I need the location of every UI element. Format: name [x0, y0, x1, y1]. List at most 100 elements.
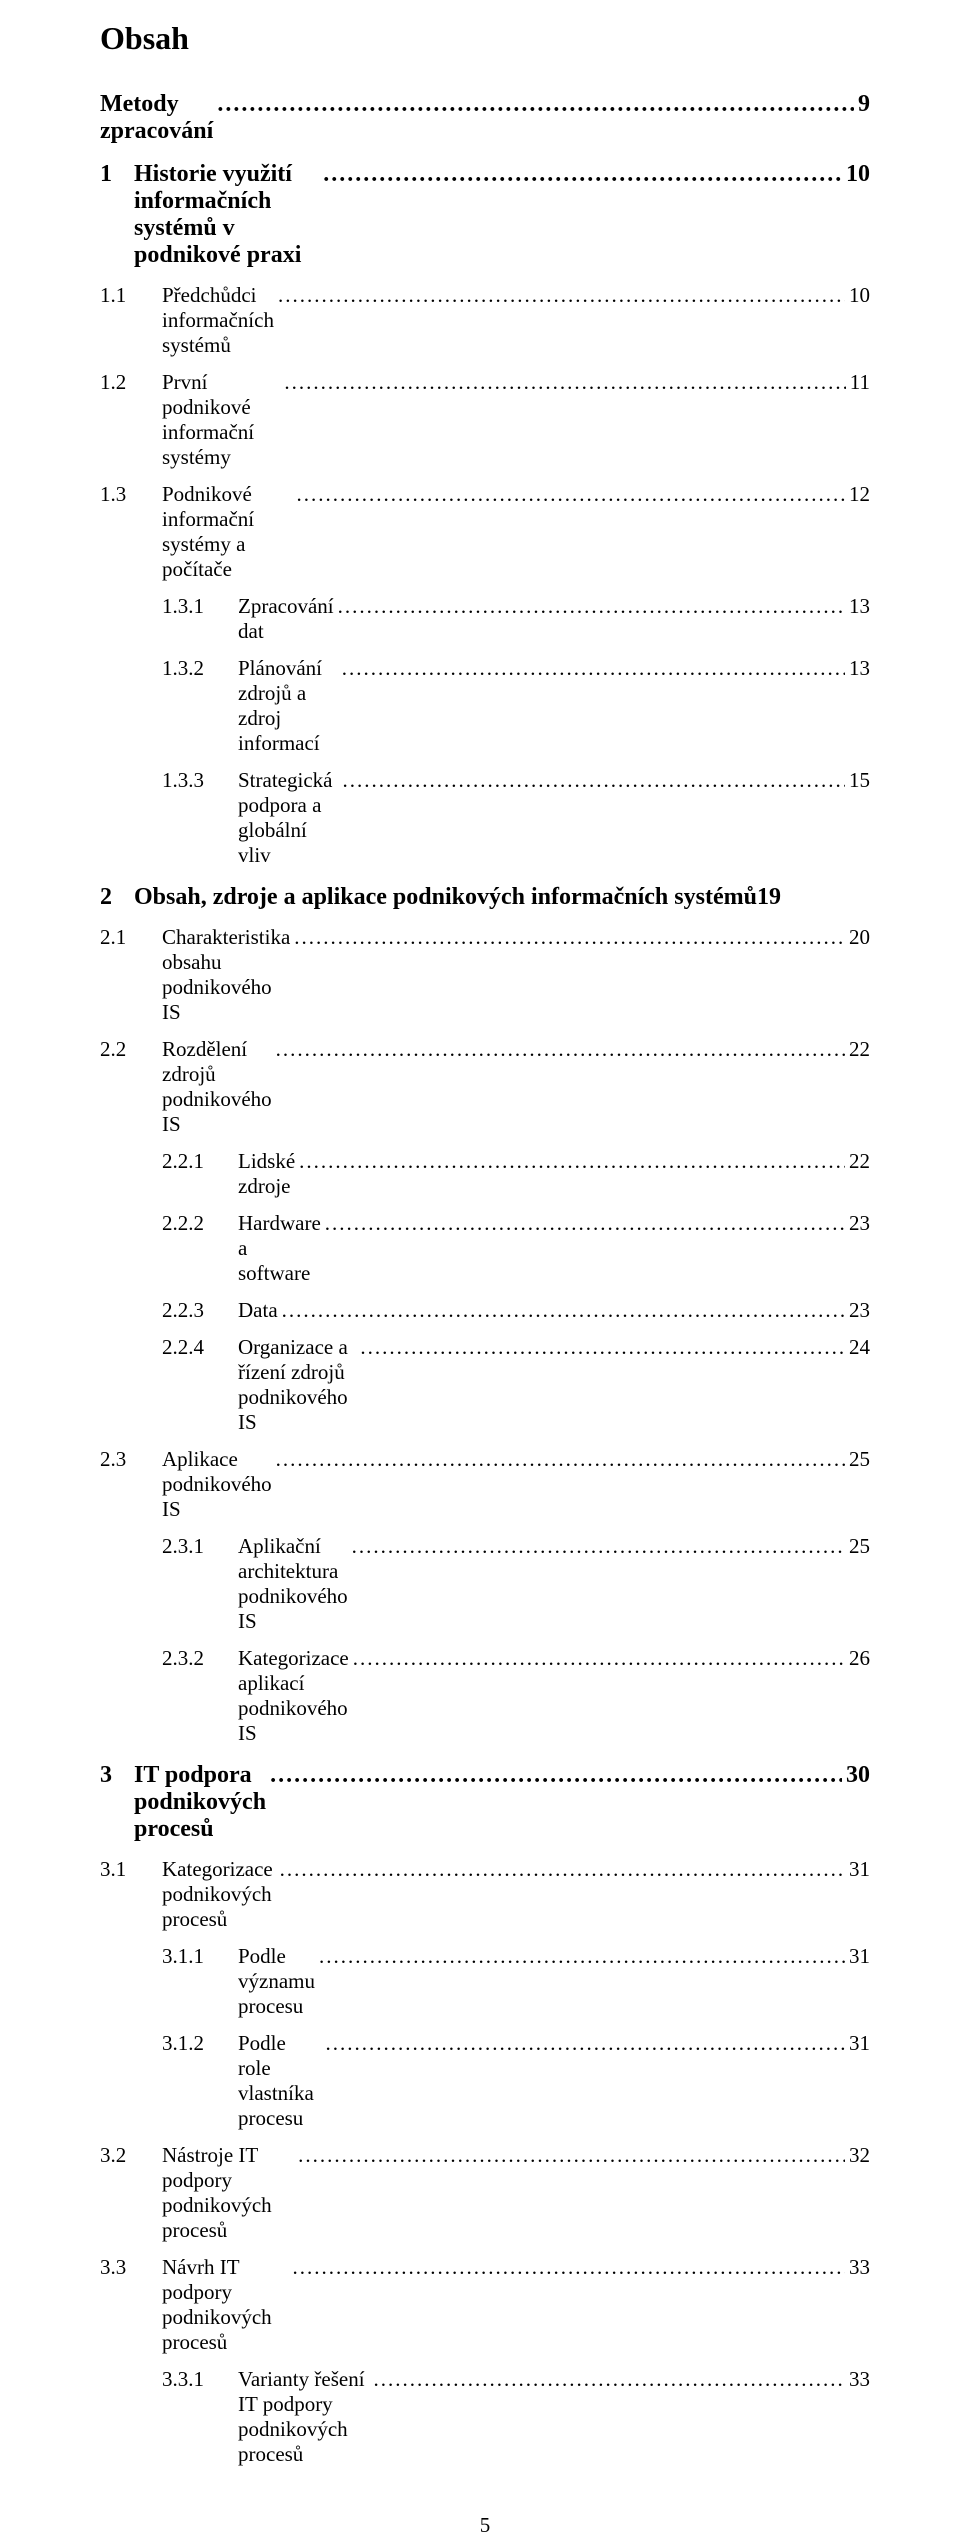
toc-entry: 2.3.2Kategorizace aplikací podnikového I… [162, 1646, 870, 1746]
toc-entry-number: 2.3.2 [162, 1646, 238, 1671]
toc-entry-page: 23 [845, 1298, 870, 1323]
toc-entry-leaders [349, 1646, 845, 1671]
toc-entry: 3.1Kategorizace podnikových procesů31 [100, 1857, 870, 1932]
toc-entry-page: 20 [845, 925, 870, 950]
toc-entry-title: Varianty řešení IT podpory podnikových p… [238, 2367, 370, 2467]
toc-entry-leaders [315, 1944, 845, 1969]
toc-entry-title: Obsah, zdroje a aplikace podnikových inf… [134, 884, 757, 911]
toc-entry-title: Podle role vlastníka procesu [238, 2031, 322, 2131]
toc-entry-page: 11 [846, 370, 870, 395]
toc-entry-page: 33 [845, 2367, 870, 2392]
toc-entry: 2Obsah, zdroje a aplikace podnikových in… [100, 884, 870, 911]
toc-entry-title: Plánování zdrojů a zdroj informací [238, 656, 338, 756]
toc-entry: 1.1Předchůdci informačních systémů10 [100, 283, 870, 358]
toc-entry: 3.1.1Podle významu procesu 31 [162, 1944, 870, 2019]
toc-entry-leaders [290, 925, 845, 950]
toc-entry: 1.3.3Strategická podpora a globální vliv… [162, 768, 870, 868]
toc-entry-leaders [370, 2367, 846, 2392]
toc-entry-page: 22 [845, 1037, 870, 1062]
toc-entry-number: 3 [100, 1762, 134, 1789]
toc-entry-leaders [293, 482, 845, 507]
toc-entry-title: Aplikační architektura podnikového IS [238, 1534, 348, 1634]
toc-entry-title: Data [238, 1298, 278, 1323]
table-of-contents: Metody zpracování9 1Historie využití info… [100, 91, 870, 2467]
toc-entry-title: Kategorizace aplikací podnikového IS [238, 1646, 349, 1746]
toc-entry-page: 13 [845, 594, 870, 619]
toc-entry-leaders [356, 1335, 845, 1360]
toc-entry-leaders [321, 1211, 845, 1236]
toc-entry-number: 2.3.1 [162, 1534, 238, 1559]
toc-entry-number: 2.3 [100, 1447, 162, 1472]
toc-entry-title: Návrh IT podpory podnikových procesů [162, 2255, 289, 2355]
toc-entry-page: 31 [845, 2031, 870, 2056]
toc-entry-title: Hardware a software [238, 1211, 321, 1286]
toc-entry-page: 31 [845, 1944, 870, 1969]
toc-entry-page: 25 [845, 1447, 870, 1472]
toc-entry-number: 1 [100, 161, 134, 188]
toc-entry-title: Aplikace podnikového IS [162, 1447, 272, 1522]
toc-entry-leaders [274, 283, 845, 308]
toc-entry-number: 1.3.2 [162, 656, 238, 681]
toc-entry-title: Lidské zdroje [238, 1149, 295, 1199]
toc-entry-number: 3.1.2 [162, 2031, 238, 2056]
toc-entry-leaders [266, 1762, 842, 1789]
toc-entry-page: 32 [845, 2143, 870, 2168]
toc-entry-number: 2 [100, 884, 134, 911]
toc-entry-leaders [322, 2031, 845, 2056]
toc-entry-leaders [319, 161, 842, 188]
toc-entry-title: IT podpora podnikových procesů [134, 1762, 266, 1843]
toc-entry-page: 30 [842, 1762, 870, 1789]
toc-entry-page: 25 [845, 1534, 870, 1559]
toc-entry: Metody zpracování9 [100, 91, 870, 145]
toc-entry-title: Zpracování dat [238, 594, 334, 644]
toc-entry-leaders [272, 1447, 845, 1472]
toc-entry-page: 22 [845, 1149, 870, 1174]
toc-entry-leaders [213, 91, 854, 118]
toc-entry: 1.2První podnikové informační systémy 11 [100, 370, 870, 470]
toc-entry: 2.1Charakteristika obsahu podnikového IS… [100, 925, 870, 1025]
toc-entry-number: 1.3 [100, 482, 162, 507]
toc-entry-leaders [348, 1534, 845, 1559]
toc-entry-title: Podnikové informační systémy a počítače [162, 482, 293, 582]
toc-entry: 2.2.4Organizace a řízení zdrojů podnikov… [162, 1335, 870, 1435]
toc-entry-title: Historie využití informačních systémů v … [134, 161, 319, 269]
toc-entry: 1.3.1Zpracování dat13 [162, 594, 870, 644]
toc-entry-number: 1.2 [100, 370, 162, 395]
toc-entry-number: 2.2.2 [162, 1211, 238, 1236]
toc-entry-page: 12 [845, 482, 870, 507]
toc-entry: 3IT podpora podnikových procesů 30 [100, 1762, 870, 1843]
toc-entry-title: Podle významu procesu [238, 1944, 315, 2019]
toc-entry-leaders [280, 370, 845, 395]
toc-entry: 2.2Rozdělení zdrojů podnikového IS22 [100, 1037, 870, 1137]
toc-entry-leaders [276, 1857, 845, 1882]
toc-entry-page: 10 [842, 161, 870, 188]
toc-entry-leaders [338, 768, 845, 793]
toc-entry-page: 13 [845, 656, 870, 681]
toc-entry-title: Charakteristika obsahu podnikového IS [162, 925, 290, 1025]
toc-entry-page: 26 [845, 1646, 870, 1671]
toc-entry-title: Nástroje IT podpory podnikových procesů [162, 2143, 294, 2243]
toc-entry: 2.2.1Lidské zdroje22 [162, 1149, 870, 1199]
toc-entry-leaders [338, 656, 845, 681]
toc-entry-number: 1.1 [100, 283, 162, 308]
toc-entry: 2.2.2Hardware a software 23 [162, 1211, 870, 1286]
toc-entry: 1.3Podnikové informační systémy a počíta… [100, 482, 870, 582]
toc-entry: 3.2Nástroje IT podpory podnikových proce… [100, 2143, 870, 2243]
page-number: 5 [100, 2513, 870, 2538]
toc-entry-number: 3.1 [100, 1857, 162, 1882]
toc-entry-title: První podnikové informační systémy [162, 370, 280, 470]
toc-entry-leaders [294, 2143, 845, 2168]
toc-entry: 1.3.2Plánování zdrojů a zdroj informací 1… [162, 656, 870, 756]
toc-entry-page: 9 [854, 91, 870, 118]
toc-entry-number: 1.3.3 [162, 768, 238, 793]
toc-entry-page: 10 [845, 283, 870, 308]
toc-entry-leaders [295, 1149, 845, 1174]
toc-entry-number: 3.3 [100, 2255, 162, 2280]
toc-entry: 2.3.1Aplikační architektura podnikového … [162, 1534, 870, 1634]
toc-entry-leaders [278, 1298, 845, 1323]
toc-entry: 3.1.2Podle role vlastníka procesu 31 [162, 2031, 870, 2131]
toc-entry-number: 3.1.1 [162, 1944, 238, 1969]
toc-entry: 3.3.1Varianty řešení IT podpory podnikov… [162, 2367, 870, 2467]
toc-entry-page: 23 [845, 1211, 870, 1236]
toc-entry-page: 33 [845, 2255, 870, 2280]
